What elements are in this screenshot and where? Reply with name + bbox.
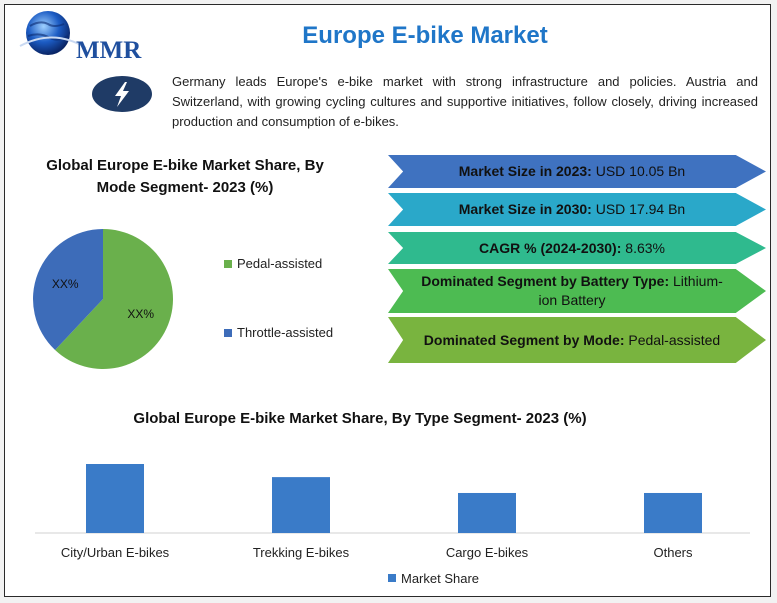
pie-chart-title: Global Europe E-bike Market Share, By Mo… — [46, 157, 324, 196]
svg-text:MMR: MMR — [76, 37, 142, 63]
stat-value: Lithium-ion Battery — [538, 273, 723, 308]
legend-item-throttle-assisted: Throttle-assisted — [224, 325, 333, 340]
stat-banner: CAGR % (2024-2030): 8.63% — [388, 232, 766, 264]
stat-banner: Dominated Segment by Mode: Pedal-assiste… — [388, 317, 766, 363]
stat-label: Market Size in 2023: — [458, 163, 592, 179]
stat-label: Dominated Segment by Battery Type: — [421, 273, 670, 289]
stat-text: Market Size in 2023: USD 10.05 Bn — [459, 162, 685, 181]
pie-data-label: XX% — [127, 307, 154, 321]
stat-value: USD 10.05 Bn — [591, 163, 686, 179]
page-title: Europe E-bike Market — [302, 22, 548, 49]
legend-swatch-market-share — [388, 574, 396, 582]
globe-logo-icon: MMR — [19, 11, 142, 64]
stat-banner: Market Size in 2023: USD 10.05 Bn — [388, 155, 766, 188]
stat-label: Dominated Segment by Mode: — [423, 331, 625, 348]
mode-pie-chart: XX% XX% — [33, 229, 173, 369]
legend-label-market-share: Market Share — [401, 571, 479, 586]
pie-slice-throttle-assisted — [33, 229, 103, 351]
stat-value: Pedal-assisted — [624, 331, 721, 348]
stat-banner: Market Size in 2030: USD 17.94 Bn — [388, 193, 766, 226]
stat-value: 8.63% — [621, 239, 665, 256]
stat-text: Market Size in 2030: USD 17.94 Bn — [459, 200, 685, 219]
pie-data-label: XX% — [52, 277, 79, 291]
x-tick-label: Cargo E-bikes — [446, 545, 529, 560]
lightning-bolt-icon — [115, 82, 129, 107]
stat-text: Dominated Segment by Battery Type: Lithi… — [412, 272, 732, 310]
stat-value: USD 17.94 Bn — [591, 201, 686, 217]
badge — [92, 76, 152, 112]
legend-label: Throttle-assisted — [237, 325, 334, 340]
stat-text: Dominated Segment by Mode: Pedal-assiste… — [424, 331, 720, 350]
mmr-logo: MMR — [14, 8, 164, 64]
x-tick-label: City/Urban E-bikes — [61, 545, 170, 560]
bar-city-urban-e-bikes — [86, 464, 144, 533]
type-bar-chart: City/Urban E-bikes Trekking E-bikes Cargo … — [35, 464, 750, 586]
bar-cargo-e-bikes — [458, 492, 516, 533]
bar-chart-title: Global Europe E-bike Market Share, By Ty… — [133, 410, 587, 427]
stat-label: CAGR % (2024-2030): — [479, 239, 622, 256]
intro-paragraph: Germany leads Europe's e-bike market wit… — [172, 74, 758, 129]
legend-item-pedal-assisted: Pedal-assisted — [224, 256, 322, 271]
x-tick-label: Trekking E-bikes — [253, 545, 350, 560]
legend-swatch-throttle-assisted — [224, 328, 232, 337]
stat-label: Market Size in 2030: — [458, 201, 592, 217]
legend-label: Pedal-assisted — [237, 256, 323, 271]
stat-banner: Dominated Segment by Battery Type: Lithi… — [388, 269, 766, 313]
bar-others — [644, 492, 702, 533]
stat-text: CAGR % (2024-2030): 8.63% — [479, 239, 665, 258]
legend-swatch-pedal-assisted — [224, 259, 232, 268]
pie-slice-pedal-assisted — [55, 229, 173, 369]
bar-trekking-e-bikes — [272, 477, 330, 533]
x-tick-label: Others — [653, 545, 693, 560]
